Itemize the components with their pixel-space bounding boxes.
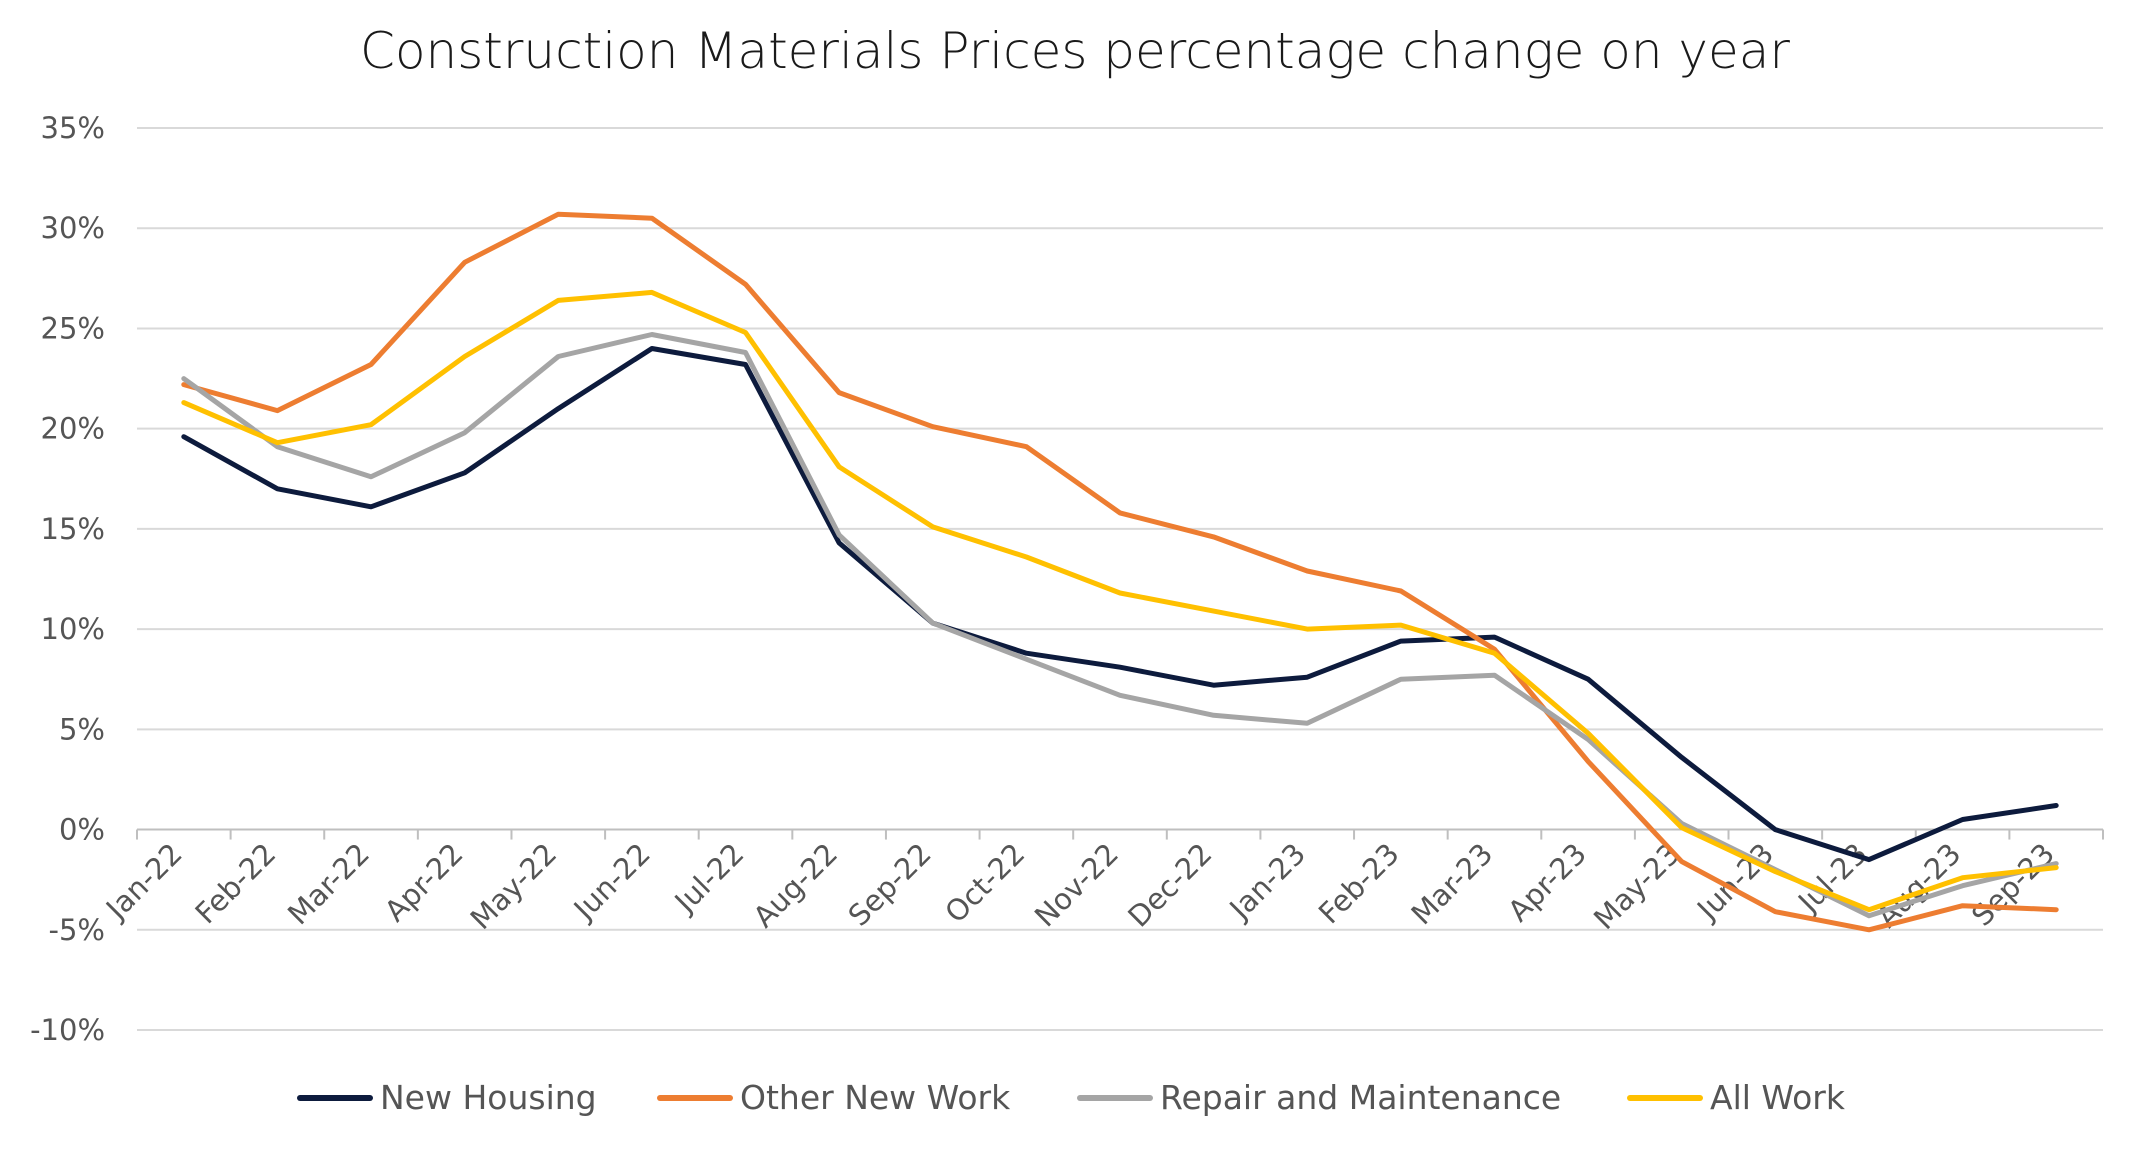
legend-label: Repair and Maintenance bbox=[1160, 1078, 1561, 1117]
y-tick-label: 20% bbox=[41, 412, 105, 446]
y-tick-label: 30% bbox=[41, 211, 105, 245]
series-lines bbox=[181, 211, 2059, 933]
series-line-other-new-work bbox=[181, 211, 2059, 933]
series-line-new-housing bbox=[181, 346, 2059, 863]
grid-lines bbox=[137, 127, 2103, 1031]
y-axis-ticks: 35% 30% 25% 20% 15% 10% 5% 0% -5% -10% bbox=[30, 111, 105, 1047]
legend-label: Other New Work bbox=[740, 1078, 1011, 1117]
legend: New Housing Other New Work Repair and Main… bbox=[297, 1078, 1846, 1117]
y-tick-label: 15% bbox=[41, 512, 105, 546]
y-tick-label: -10% bbox=[30, 1013, 105, 1047]
legend-label: All Work bbox=[1710, 1078, 1846, 1117]
series-line-all-work bbox=[181, 289, 2059, 913]
y-tick-label: 10% bbox=[41, 612, 105, 646]
y-tick-label: 35% bbox=[41, 111, 105, 145]
legend-label: New Housing bbox=[380, 1078, 597, 1117]
y-tick-label: -5% bbox=[49, 913, 105, 947]
y-tick-label: 5% bbox=[59, 712, 105, 746]
y-tick-label: 25% bbox=[41, 311, 105, 345]
chart-title: Construction Materials Prices percentage… bbox=[360, 22, 1790, 80]
y-tick-label: 0% bbox=[59, 813, 105, 847]
